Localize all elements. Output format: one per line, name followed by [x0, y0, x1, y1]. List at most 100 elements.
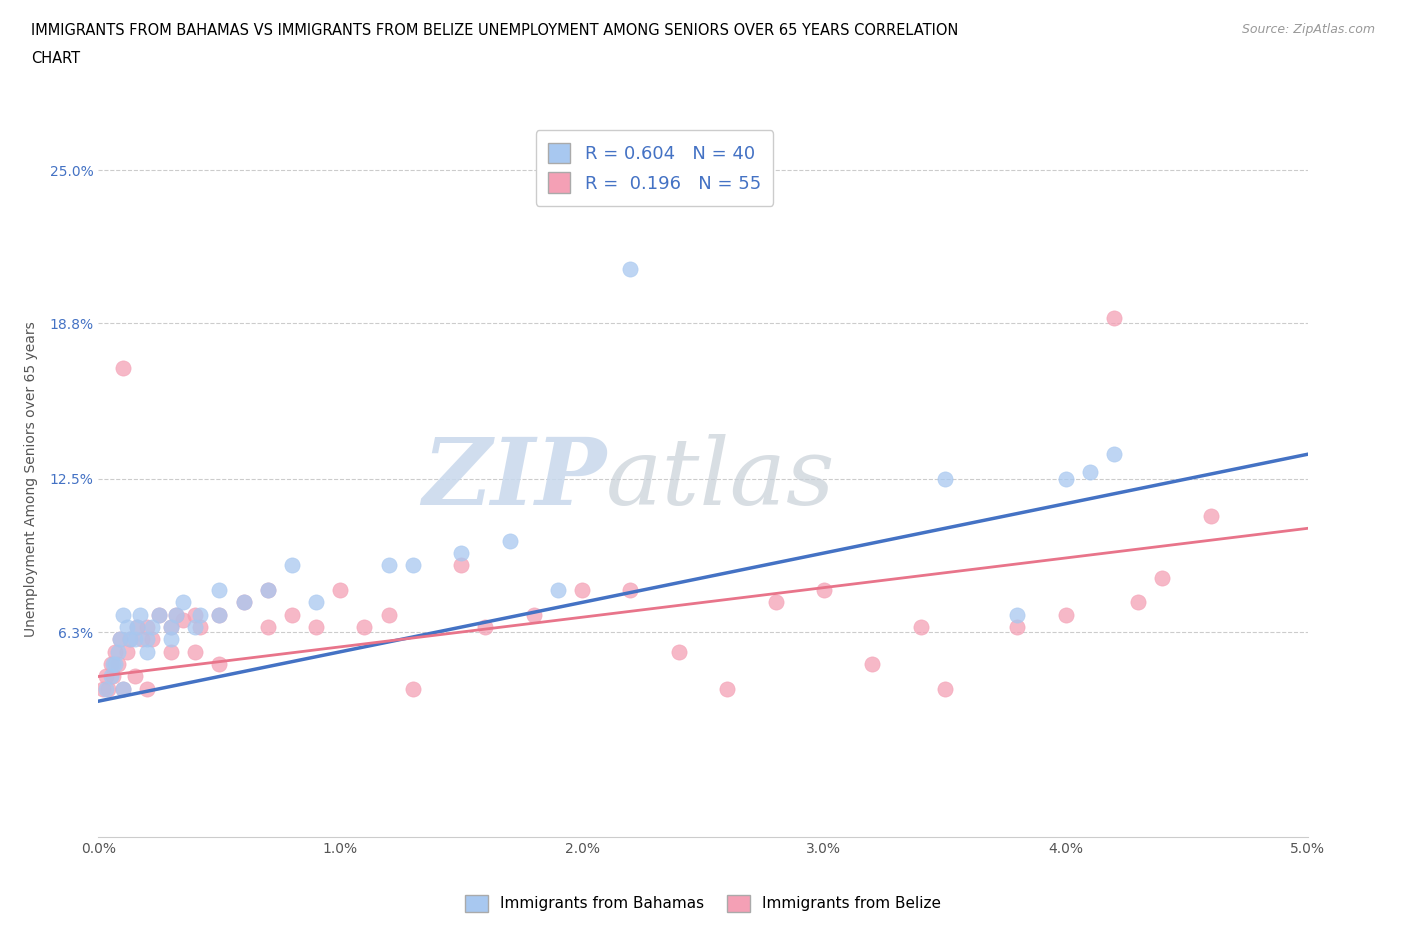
- Point: [118, 632, 141, 647]
- Text: ZIP: ZIP: [422, 434, 606, 524]
- Point: [141, 619, 163, 634]
- Point: [208, 607, 231, 622]
- Point: [765, 595, 787, 610]
- Point: [1054, 472, 1077, 486]
- Point: [305, 619, 328, 634]
- Point: [450, 546, 472, 561]
- Point: [402, 682, 425, 697]
- Point: [100, 669, 122, 684]
- Point: [188, 607, 211, 622]
- Point: [498, 533, 520, 548]
- Point: [934, 472, 956, 486]
- Point: [232, 595, 254, 610]
- Point: [148, 607, 170, 622]
- Point: [135, 632, 157, 647]
- Y-axis label: Unemployment Among Seniors over 65 years: Unemployment Among Seniors over 65 years: [24, 321, 38, 637]
- Point: [104, 657, 127, 671]
- Point: [813, 582, 835, 597]
- Point: [232, 595, 254, 610]
- Point: [281, 558, 304, 573]
- Point: [100, 657, 122, 671]
- Point: [547, 582, 569, 597]
- Point: [402, 558, 425, 573]
- Point: [716, 682, 738, 697]
- Text: IMMIGRANTS FROM BAHAMAS VS IMMIGRANTS FROM BELIZE UNEMPLOYMENT AMONG SENIORS OVE: IMMIGRANTS FROM BAHAMAS VS IMMIGRANTS FR…: [31, 23, 959, 38]
- Point: [91, 682, 114, 697]
- Point: [1128, 595, 1150, 610]
- Point: [910, 619, 932, 634]
- Point: [160, 619, 183, 634]
- Point: [127, 619, 149, 634]
- Point: [107, 644, 129, 659]
- Text: Source: ZipAtlas.com: Source: ZipAtlas.com: [1241, 23, 1375, 36]
- Point: [111, 682, 134, 697]
- Text: CHART: CHART: [31, 51, 80, 66]
- Point: [377, 558, 399, 573]
- Point: [281, 607, 304, 622]
- Point: [256, 619, 278, 634]
- Point: [184, 607, 207, 622]
- Point: [208, 657, 231, 671]
- Point: [108, 632, 131, 647]
- Point: [111, 607, 134, 622]
- Point: [101, 657, 124, 671]
- Point: [305, 595, 328, 610]
- Point: [94, 669, 117, 684]
- Point: [97, 682, 120, 697]
- Point: [172, 595, 194, 610]
- Point: [108, 632, 131, 647]
- Point: [377, 607, 399, 622]
- Point: [131, 632, 153, 647]
- Point: [208, 582, 231, 597]
- Point: [256, 582, 278, 597]
- Point: [329, 582, 352, 597]
- Point: [104, 644, 127, 659]
- Point: [523, 607, 546, 622]
- Point: [165, 607, 187, 622]
- Point: [117, 619, 139, 634]
- Point: [135, 619, 157, 634]
- Point: [111, 682, 134, 697]
- Point: [450, 558, 472, 573]
- Point: [160, 619, 183, 634]
- Point: [141, 632, 163, 647]
- Point: [160, 644, 183, 659]
- Point: [353, 619, 375, 634]
- Point: [117, 644, 139, 659]
- Point: [107, 657, 129, 671]
- Point: [1007, 607, 1029, 622]
- Point: [860, 657, 883, 671]
- Point: [165, 607, 187, 622]
- Point: [571, 582, 593, 597]
- Point: [101, 669, 124, 684]
- Point: [619, 582, 641, 597]
- Point: [128, 607, 150, 622]
- Legend: R = 0.604   N = 40, R =  0.196   N = 55: R = 0.604 N = 40, R = 0.196 N = 55: [536, 130, 773, 206]
- Point: [188, 619, 211, 634]
- Text: atlas: atlas: [606, 434, 835, 524]
- Point: [135, 682, 157, 697]
- Point: [160, 632, 183, 647]
- Point: [256, 582, 278, 597]
- Point: [135, 644, 157, 659]
- Point: [124, 632, 146, 647]
- Point: [127, 619, 149, 634]
- Point: [172, 612, 194, 627]
- Point: [474, 619, 496, 634]
- Point: [1199, 509, 1222, 524]
- Point: [148, 607, 170, 622]
- Point: [1007, 619, 1029, 634]
- Point: [208, 607, 231, 622]
- Point: [668, 644, 690, 659]
- Point: [1054, 607, 1077, 622]
- Point: [1152, 570, 1174, 585]
- Point: [111, 361, 134, 376]
- Point: [1102, 446, 1125, 461]
- Point: [184, 644, 207, 659]
- Point: [124, 669, 146, 684]
- Point: [1102, 311, 1125, 325]
- Point: [1078, 464, 1101, 479]
- Point: [184, 619, 207, 634]
- Point: [934, 682, 956, 697]
- Point: [118, 632, 141, 647]
